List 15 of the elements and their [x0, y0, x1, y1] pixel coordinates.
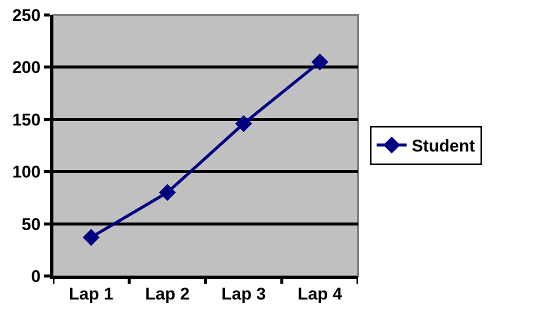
point [311, 54, 328, 70]
y-tick-label: 50 [22, 214, 41, 234]
x-tick-label: Lap 3 [221, 284, 266, 304]
x-tick-label: Lap 2 [145, 284, 190, 304]
point [235, 115, 252, 132]
point [82, 228, 100, 246]
x-tick-label: Lap 1 [68, 284, 114, 304]
point [158, 184, 176, 201]
x-tick-label: Lap 4 [298, 284, 343, 304]
y-tick-label: 150 [12, 110, 41, 130]
y-tick-label: 100 [12, 162, 41, 182]
y-tick-label: 0 [31, 266, 41, 286]
legend-label: Student [412, 136, 476, 156]
y-tick-label: 250 [12, 6, 41, 25]
y-tick-label: 200 [12, 58, 41, 78]
